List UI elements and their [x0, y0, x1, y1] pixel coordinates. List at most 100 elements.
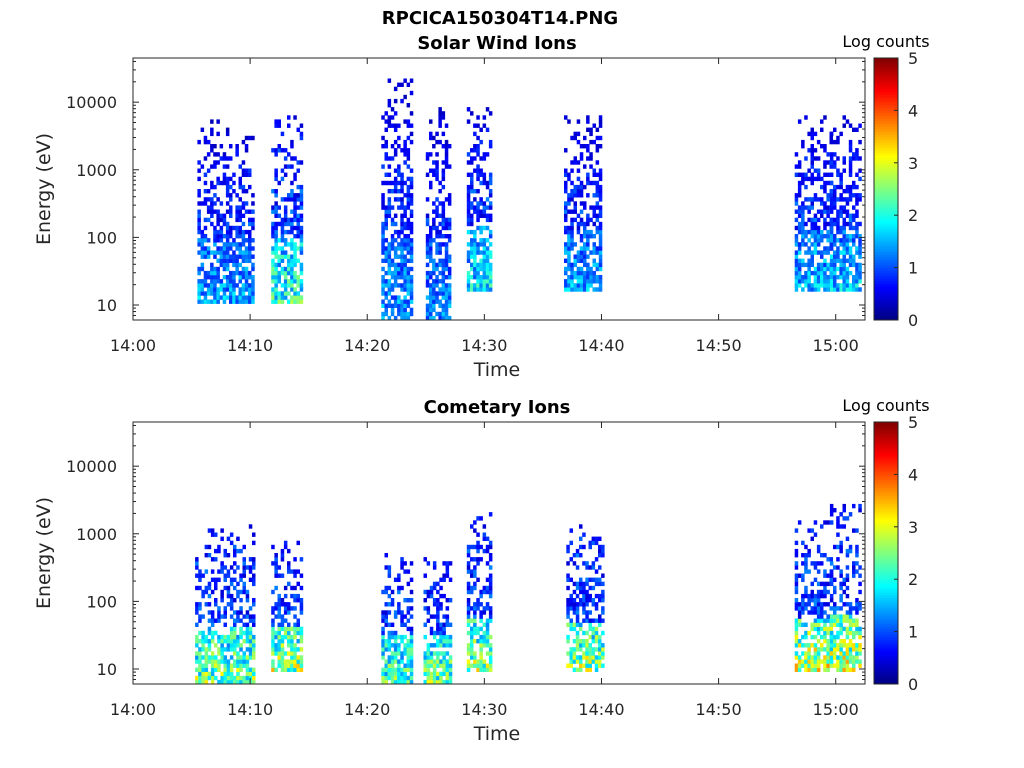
heatmap-cell: [470, 254, 474, 259]
heatmap-cell: [393, 610, 398, 615]
heatmap-cell: [470, 184, 474, 190]
heatmap-cell: [438, 311, 442, 317]
heatmap-cell: [251, 262, 255, 268]
heatmap-cell: [207, 593, 212, 599]
heatmap-cell: [801, 234, 805, 239]
heatmap-cell: [245, 610, 250, 615]
heatmap-cell: [397, 229, 401, 235]
heatmap-cell: [820, 659, 824, 664]
heatmap-cell: [216, 266, 220, 272]
heatmap-cell: [852, 217, 856, 223]
heatmap-cell: [213, 283, 217, 288]
heatmap-cell: [794, 630, 799, 636]
heatmap-cell: [794, 266, 799, 272]
heatmap-cell: [829, 131, 834, 137]
heatmap-cell: [381, 679, 385, 685]
heatmap-cell: [439, 639, 443, 644]
heatmap-cell: [381, 258, 385, 263]
heatmap-cell: [473, 283, 477, 288]
x-tick-label: 14:30: [461, 700, 507, 719]
heatmap-cell: [200, 291, 205, 296]
heatmap-cell: [238, 225, 242, 231]
heatmap-cell: [214, 643, 218, 648]
heatmap-cell: [204, 659, 209, 664]
heatmap-cell: [232, 225, 236, 231]
heatmap-cell: [229, 197, 233, 202]
heatmap-cell: [567, 262, 571, 268]
heatmap-cell: [198, 671, 202, 677]
heatmap-cell: [387, 610, 392, 615]
heatmap-cell: [432, 225, 436, 231]
heatmap-cell: [579, 184, 584, 190]
heatmap-cell: [438, 242, 442, 247]
heatmap-cell: [393, 651, 398, 656]
heatmap-cell: [598, 287, 603, 292]
burst-0: [195, 524, 256, 685]
heatmap-cell: [406, 315, 411, 321]
heatmap-cell: [406, 201, 411, 206]
heatmap-cell: [226, 602, 231, 607]
heatmap-cell: [816, 544, 821, 550]
heatmap-cell: [252, 667, 256, 672]
heatmap-cell: [293, 667, 297, 672]
heatmap-cell: [797, 279, 802, 284]
heatmap-cell: [482, 275, 487, 280]
heatmap-cell: [842, 189, 846, 194]
heatmap-cell: [476, 606, 480, 611]
heatmap-cell: [406, 287, 411, 292]
heatmap-cell: [570, 180, 574, 186]
heatmap-cell: [280, 229, 285, 235]
colorbar-swatch: [874, 194, 898, 198]
heatmap-cell: [807, 610, 811, 615]
heatmap-cell: [807, 569, 811, 574]
heatmap-cell: [845, 577, 850, 582]
heatmap-cell: [858, 123, 862, 128]
colorbar-swatch: [874, 524, 898, 528]
heatmap-cell: [836, 254, 840, 259]
heatmap-cell: [425, 295, 430, 300]
heatmap-cell: [248, 618, 253, 623]
heatmap-cell: [210, 528, 215, 533]
heatmap-cell: [274, 123, 278, 128]
heatmap-cell: [381, 283, 385, 288]
heatmap-cell: [485, 618, 490, 623]
heatmap-cell: [226, 679, 231, 685]
heatmap-cell: [858, 234, 862, 239]
heatmap-cell: [299, 557, 304, 562]
colorbar-swatch: [874, 314, 898, 318]
heatmap-cell: [441, 242, 446, 247]
heatmap-cell: [287, 630, 291, 636]
heatmap-cell: [426, 659, 431, 664]
heatmap-cell: [393, 671, 398, 677]
heatmap-cell: [858, 503, 862, 509]
heatmap-cell: [220, 639, 224, 644]
heatmap-cell: [236, 655, 240, 660]
heatmap-cell: [435, 172, 439, 177]
heatmap-cell: [476, 548, 480, 554]
heatmap-cell: [252, 561, 256, 566]
heatmap-cell: [229, 667, 234, 672]
heatmap-cell: [210, 659, 215, 664]
heatmap-cell: [576, 139, 581, 145]
heatmap-cell: [794, 283, 799, 288]
heatmap-cell: [829, 618, 834, 623]
heatmap-cell: [232, 275, 236, 280]
heatmap-cell: [820, 275, 824, 280]
heatmap-cell: [479, 647, 483, 652]
heatmap-cell: [836, 516, 840, 521]
heatmap-cell: [201, 573, 205, 578]
heatmap-cell: [598, 536, 602, 541]
heatmap-cell: [858, 221, 862, 227]
heatmap-cell: [409, 643, 414, 648]
colorbar-swatch: [874, 681, 898, 685]
heatmap-cell: [429, 299, 433, 304]
heatmap-cell: [233, 622, 237, 627]
heatmap-cell: [813, 561, 818, 566]
heatmap-cell: [381, 197, 385, 202]
heatmap-cell: [589, 217, 593, 223]
heatmap-cell: [229, 156, 233, 161]
heatmap-cell: [197, 176, 201, 182]
heatmap-cell: [409, 614, 414, 619]
heatmap-cell: [488, 242, 493, 247]
heatmap-cell: [466, 213, 471, 218]
